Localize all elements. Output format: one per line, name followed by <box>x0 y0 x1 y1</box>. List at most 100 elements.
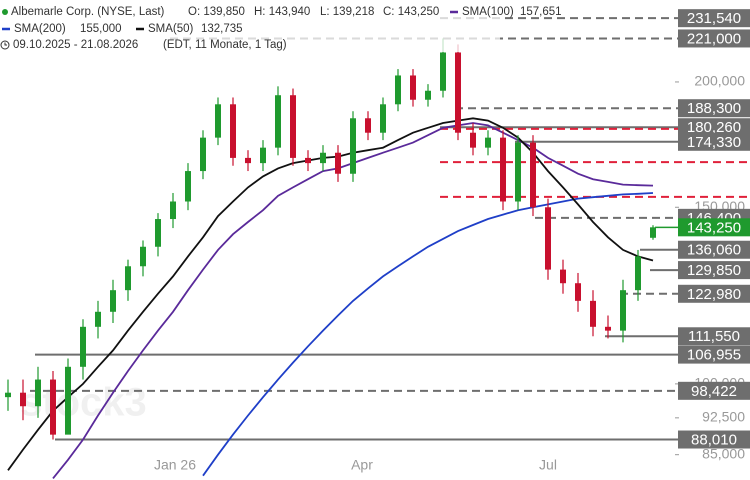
candle-body <box>410 75 416 100</box>
level-label: 231,540 <box>687 10 741 27</box>
candle-body <box>185 171 191 202</box>
level-label: 122,980 <box>687 286 741 303</box>
y-tick-label: 92,500 <box>702 409 745 425</box>
candle-body <box>380 104 386 133</box>
candle-body <box>140 246 146 267</box>
level-label: 180,260 <box>687 119 741 136</box>
candle-body <box>605 326 611 331</box>
legend-name: SMA(200) <box>14 23 66 35</box>
candle-body <box>305 157 311 164</box>
candle-body <box>470 132 476 148</box>
level-box <box>678 118 750 137</box>
candle-body <box>200 137 206 172</box>
level-box <box>678 327 750 346</box>
candle-body <box>500 137 506 202</box>
level-label: 136,060 <box>687 242 741 259</box>
level-box <box>678 9 750 28</box>
x-tick-label: Jul <box>539 457 557 473</box>
legend-value: 155,000 <box>80 23 122 35</box>
plot-layer: stock3 <box>5 17 748 479</box>
header-backdrop <box>0 2 500 52</box>
level-label: 88,010 <box>691 431 737 448</box>
candle-body <box>455 52 461 133</box>
level-box <box>678 345 750 364</box>
sma-line <box>7 117 654 471</box>
candle-body <box>560 269 566 284</box>
instrument-dot <box>2 9 8 15</box>
high: H: 143,940 <box>254 6 310 18</box>
level-label: 98,422 <box>691 383 737 400</box>
level-box <box>678 240 750 259</box>
candle-body <box>620 290 626 331</box>
candle-body <box>110 290 116 312</box>
legend-name: SMA(50) <box>148 23 194 35</box>
candle-body <box>275 95 281 148</box>
candle-body <box>125 266 131 291</box>
open: O: 139,850 <box>188 6 245 18</box>
level-label: 129,850 <box>687 262 741 279</box>
candle-body <box>95 311 101 327</box>
y-tick-label: 85,000 <box>702 445 745 461</box>
candle-body <box>65 366 71 435</box>
level-label: 143,250 <box>687 219 741 236</box>
level-box <box>678 218 750 237</box>
candle-body <box>365 118 371 133</box>
candle-body <box>575 283 581 301</box>
date-range: 09.10.2025 - 21.08.2026 <box>13 39 138 51</box>
candle-body <box>20 392 26 407</box>
candle-body <box>80 326 86 367</box>
candle-body <box>245 157 251 164</box>
clock-hands <box>4 42 7 46</box>
x-tick-label: Jan 26 <box>154 457 196 473</box>
clock-icon <box>0 40 10 50</box>
watermark: stock3 <box>20 381 147 425</box>
level-label: 188,300 <box>687 100 741 117</box>
candle-body <box>290 95 296 158</box>
level-box <box>678 284 750 303</box>
level-box <box>678 381 750 400</box>
legend-value: 157,651 <box>520 6 562 18</box>
level-label: 174,330 <box>687 134 741 151</box>
level-box <box>678 29 750 48</box>
candle-body <box>545 207 551 270</box>
interval: (EDT, 11 Monate, 1 Tag) <box>163 39 287 51</box>
candle-body <box>650 227 656 238</box>
legend-value: 132,735 <box>201 23 243 35</box>
candle-body <box>635 256 641 291</box>
legend-name: SMA(100) <box>462 6 514 18</box>
level-box <box>678 430 750 449</box>
level-label: 111,550 <box>688 328 740 345</box>
level-box <box>678 99 750 118</box>
candle-body <box>50 379 56 435</box>
candle-body <box>260 147 266 164</box>
candle-body <box>335 152 341 174</box>
level-label: 221,000 <box>687 30 741 47</box>
candle-body <box>5 392 11 398</box>
candle-body <box>425 90 431 100</box>
close: C: 143,250 <box>383 6 439 18</box>
level-box <box>678 261 750 280</box>
level-label: 106,955 <box>687 347 741 364</box>
candle-body <box>530 142 536 208</box>
candle-body <box>170 201 176 220</box>
candle-body <box>485 137 491 148</box>
level-box <box>678 132 750 151</box>
candle-body <box>440 52 446 91</box>
instrument: Albemarle Corp. (NYSE, Last) <box>11 6 165 18</box>
candle-body <box>590 300 596 327</box>
low: L: 139,218 <box>320 6 374 18</box>
candle-body <box>215 104 221 138</box>
candle-body <box>35 379 41 407</box>
candle-body <box>230 104 236 158</box>
candle-body <box>515 142 521 202</box>
candle-body <box>350 118 356 174</box>
candle-body <box>155 219 161 247</box>
candle-body <box>320 152 326 164</box>
candle-body <box>395 75 401 105</box>
y-tick-label: 200,000 <box>694 73 745 89</box>
x-tick-label: Apr <box>351 457 373 473</box>
header: Albemarle Corp. (NYSE, Last) O: 139,850 … <box>0 2 562 52</box>
